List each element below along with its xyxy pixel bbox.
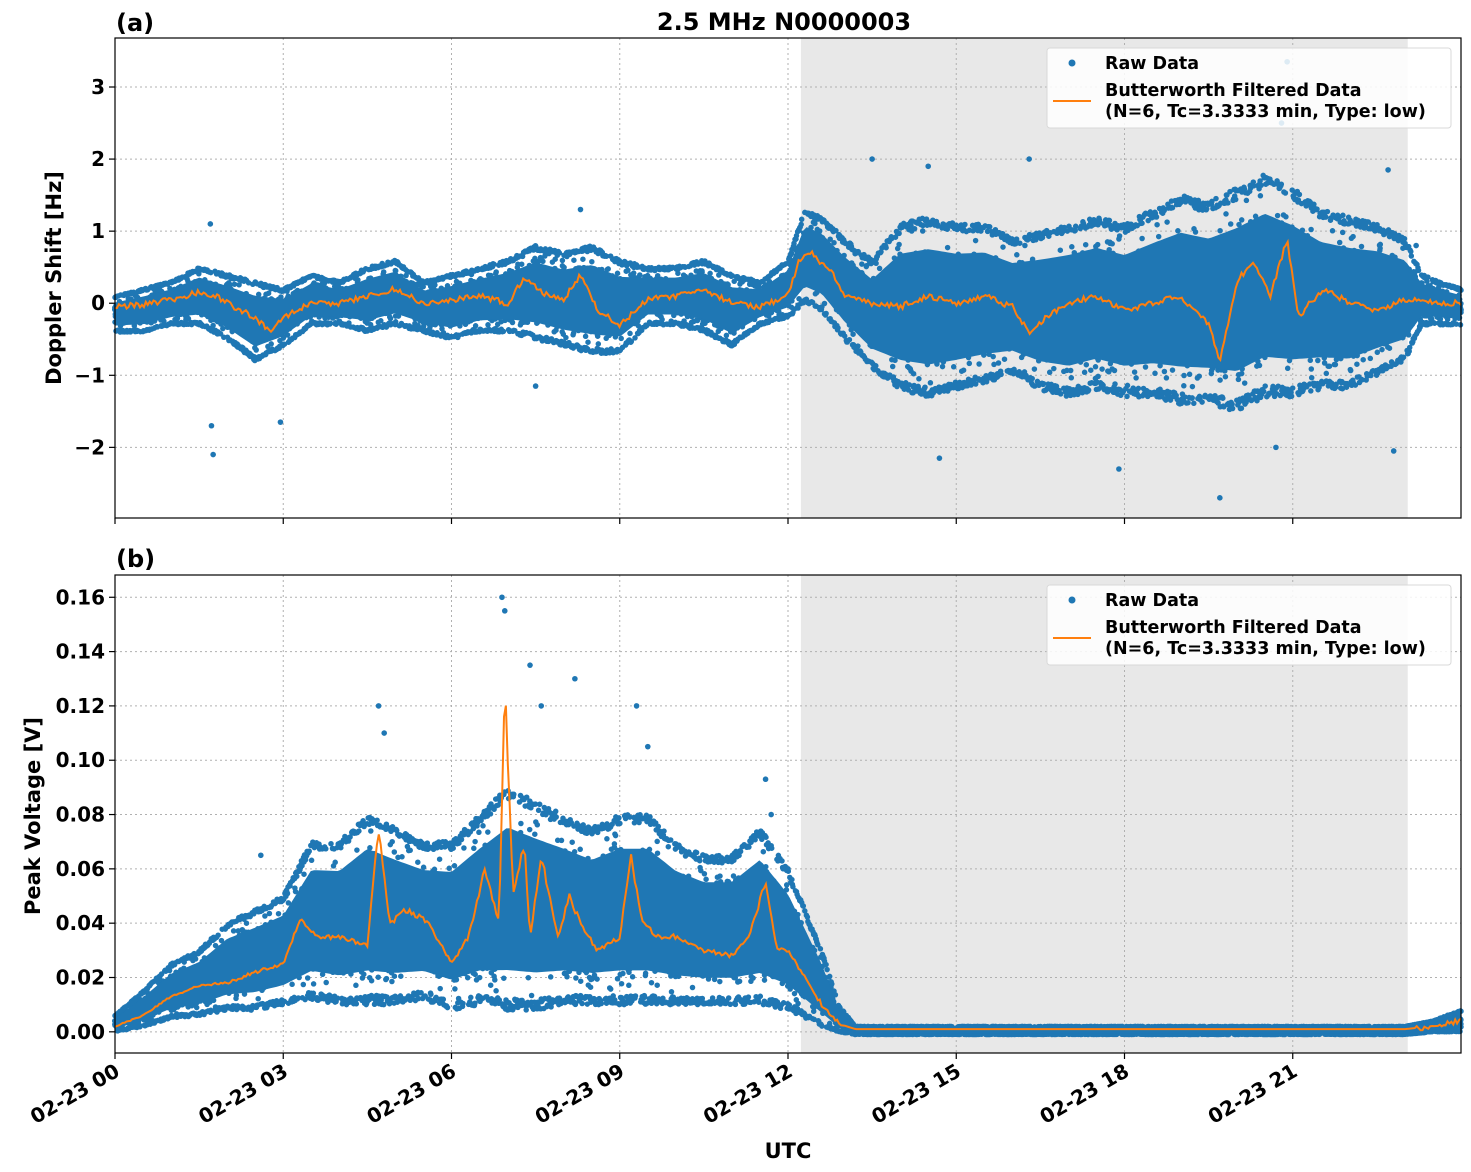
y-tick-label: 0: [91, 291, 105, 315]
raw-data-outlier: [936, 455, 943, 461]
y-tick-label: 1: [91, 219, 105, 243]
raw-data-outlier: [1273, 444, 1279, 451]
panel-a-legend: Raw Data Butterworth Filtered Data (N=6,…: [1046, 47, 1452, 129]
raw-data-outlier: [532, 383, 539, 389]
y-tick-label: 0.00: [56, 1020, 105, 1044]
chart-title: 2.5 MHz N0000003: [657, 8, 911, 36]
raw-data-outlier: [1385, 167, 1391, 173]
panel-b-y-axis-label: Peak Voltage [V]: [21, 717, 45, 915]
raw-data-outlier: [538, 703, 545, 709]
x-tick-label: 02-23 00: [26, 1059, 124, 1129]
raw-data-outlier: [210, 451, 216, 458]
raw-data-outlier: [577, 206, 584, 213]
y-tick-label: 0.14: [56, 640, 105, 664]
raw-data-outlier: [925, 163, 932, 170]
raw-data-outlier: [785, 866, 791, 872]
legend-raw-marker: [1068, 596, 1076, 604]
panel-a-filtered-line: [114, 238, 1462, 363]
x-tick-label: 02-23 09: [531, 1059, 629, 1129]
raw-data-outlier: [572, 675, 578, 682]
y-tick-label: 0.06: [56, 857, 105, 881]
legend-filtered-params: (N=6, Tc=3.3333 min, Type: low): [1105, 639, 1426, 659]
legend-raw-label: Raw Data: [1105, 591, 1199, 611]
y-tick-label: 3: [91, 75, 105, 99]
raw-data-outlier: [277, 419, 284, 425]
raw-data-outlier: [1413, 242, 1419, 249]
legend-raw-marker: [1068, 59, 1076, 67]
panel-a-label: (a): [116, 9, 154, 37]
raw-data-core: [115, 828, 1461, 1034]
raw-data-outlier: [1217, 495, 1223, 501]
panel-b-y-ticks: 0.16 0.14 0.12 0.10 0.08 0.06 0.04 0.02 0.00: [56, 585, 115, 1044]
y-tick-label: 0.04: [56, 911, 105, 935]
panel-b-x-ticks: 02-23 00 02-23 03 02-23 06 02-23 09 02-23 12…: [26, 1053, 1301, 1129]
raw-data-outlier: [768, 811, 774, 818]
raw-data-outlier: [208, 422, 215, 429]
raw-data-outlier: [1390, 448, 1397, 454]
raw-data-outlier: [381, 730, 388, 736]
raw-data-outlier: [527, 662, 533, 668]
x-tick-label: 02-23 03: [194, 1059, 292, 1129]
legend-filtered-label: Butterworth Filtered Data: [1105, 81, 1362, 101]
panel-b-label: (b): [116, 545, 155, 573]
raw-data-outlier: [644, 743, 651, 750]
y-tick-label: 2: [91, 147, 105, 171]
raw-data-outlier: [1116, 466, 1122, 472]
y-tick-label: 0.12: [56, 694, 105, 718]
raw-data-outlier: [501, 608, 508, 614]
raw-data-outlier: [207, 221, 214, 227]
panel-b-filtered-line: [114, 705, 1462, 1032]
x-tick-label: 02-23 18: [1035, 1059, 1133, 1129]
panel-a-y-axis-label: Doppler Shift [Hz]: [42, 171, 66, 385]
raw-data-outlier: [1026, 156, 1032, 162]
y-tick-label: −1: [74, 363, 105, 387]
x-tick-label: 02-23 12: [699, 1059, 797, 1129]
panel-a-y-ticks: 3 2 1 0 −1 −2: [74, 75, 115, 459]
x-tick-label: 02-23 15: [867, 1059, 965, 1129]
legend-raw-label: Raw Data: [1105, 54, 1199, 74]
raw-data-outlier: [258, 852, 264, 859]
raw-data-outlier: [762, 776, 769, 783]
y-tick-label: 0.16: [56, 585, 105, 609]
y-tick-label: 0.08: [56, 803, 105, 827]
legend-filtered-label: Butterworth Filtered Data: [1105, 618, 1362, 638]
x-tick-label: 02-23 21: [1204, 1059, 1302, 1129]
x-tick-label: 02-23 06: [362, 1059, 460, 1129]
raw-data-outlier: [633, 703, 640, 709]
y-tick-label: 0.02: [56, 965, 105, 989]
y-tick-label: −2: [74, 435, 105, 459]
raw-data-outlier: [499, 594, 505, 601]
raw-data-outlier: [375, 703, 382, 709]
y-tick-label: 0.10: [56, 748, 105, 772]
panel-a-x-ticks: [114, 518, 1294, 524]
panel-a: 3 2 1 0 −1 −2 (a) 2.5 MHz N0000003 Doppler Sh…: [42, 8, 1464, 524]
raw-data-outlier: [869, 156, 875, 162]
panel-b-legend: Raw Data Butterworth Filtered Data (N=6,…: [1046, 584, 1452, 666]
panel-b: 0.16 0.14 0.12 0.10 0.08 0.06 0.04 0.02 0.00 02-…: [21, 545, 1464, 1163]
x-axis-label: UTC: [765, 1139, 812, 1163]
legend-filtered-params: (N=6, Tc=3.3333 min, Type: low): [1105, 102, 1426, 122]
